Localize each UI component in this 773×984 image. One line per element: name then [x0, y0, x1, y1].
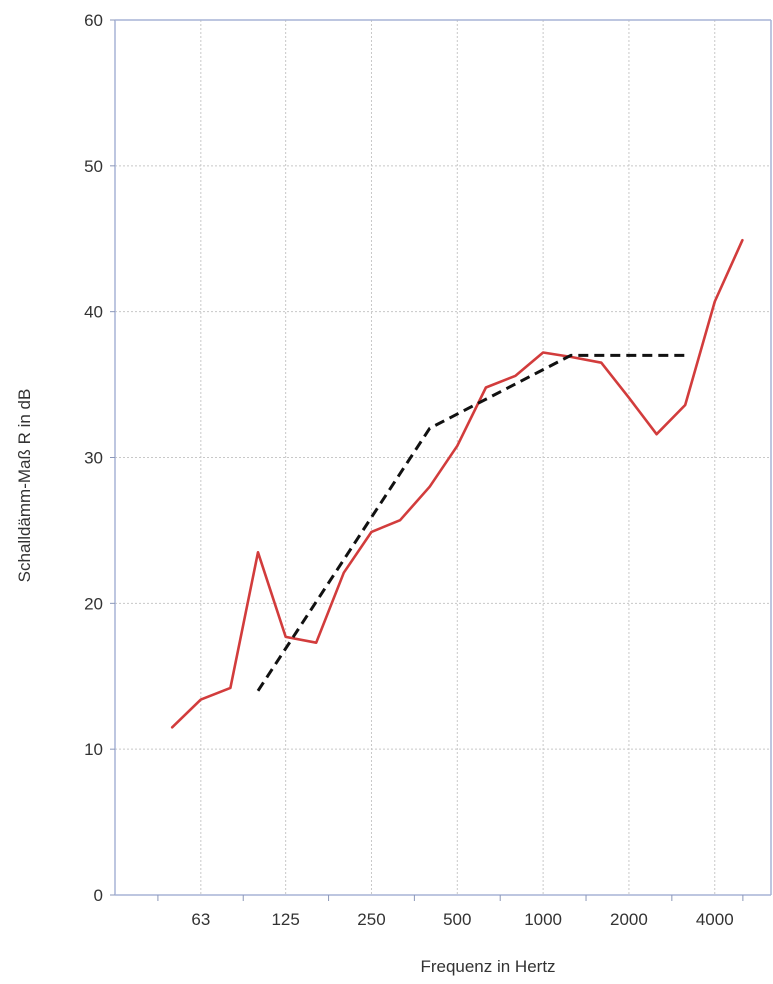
x-axis-title: Frequenz in Hertz	[420, 957, 555, 976]
grid	[115, 20, 771, 895]
x-tick-label: 2000	[610, 910, 648, 929]
y-tick-label: 10	[84, 740, 103, 759]
reference-curve-dashed	[256, 353, 686, 692]
y-tick-label: 20	[84, 594, 103, 613]
y-tick-label: 0	[94, 886, 103, 905]
y-axis: 0 10 20 30 40 50 60	[84, 11, 115, 905]
y-tick-label: 40	[84, 303, 103, 322]
x-tick-label: 1000	[524, 910, 562, 929]
y-tick-label: 30	[84, 449, 103, 468]
y-tick-label: 60	[84, 11, 103, 30]
y-axis-title: Schalldämm-Maß R in dB	[15, 389, 34, 583]
series-layer	[170, 238, 744, 729]
x-axis: 63 125 250 500 1000 2000 4000	[157, 895, 744, 929]
y-tick-label: 50	[84, 157, 103, 176]
measured-curve	[170, 238, 744, 729]
x-tick-label: 4000	[696, 910, 734, 929]
x-tick-label: 125	[271, 910, 299, 929]
x-tick-label: 500	[443, 910, 471, 929]
x-tick-label: 63	[191, 910, 210, 929]
x-tick-label: 250	[357, 910, 385, 929]
